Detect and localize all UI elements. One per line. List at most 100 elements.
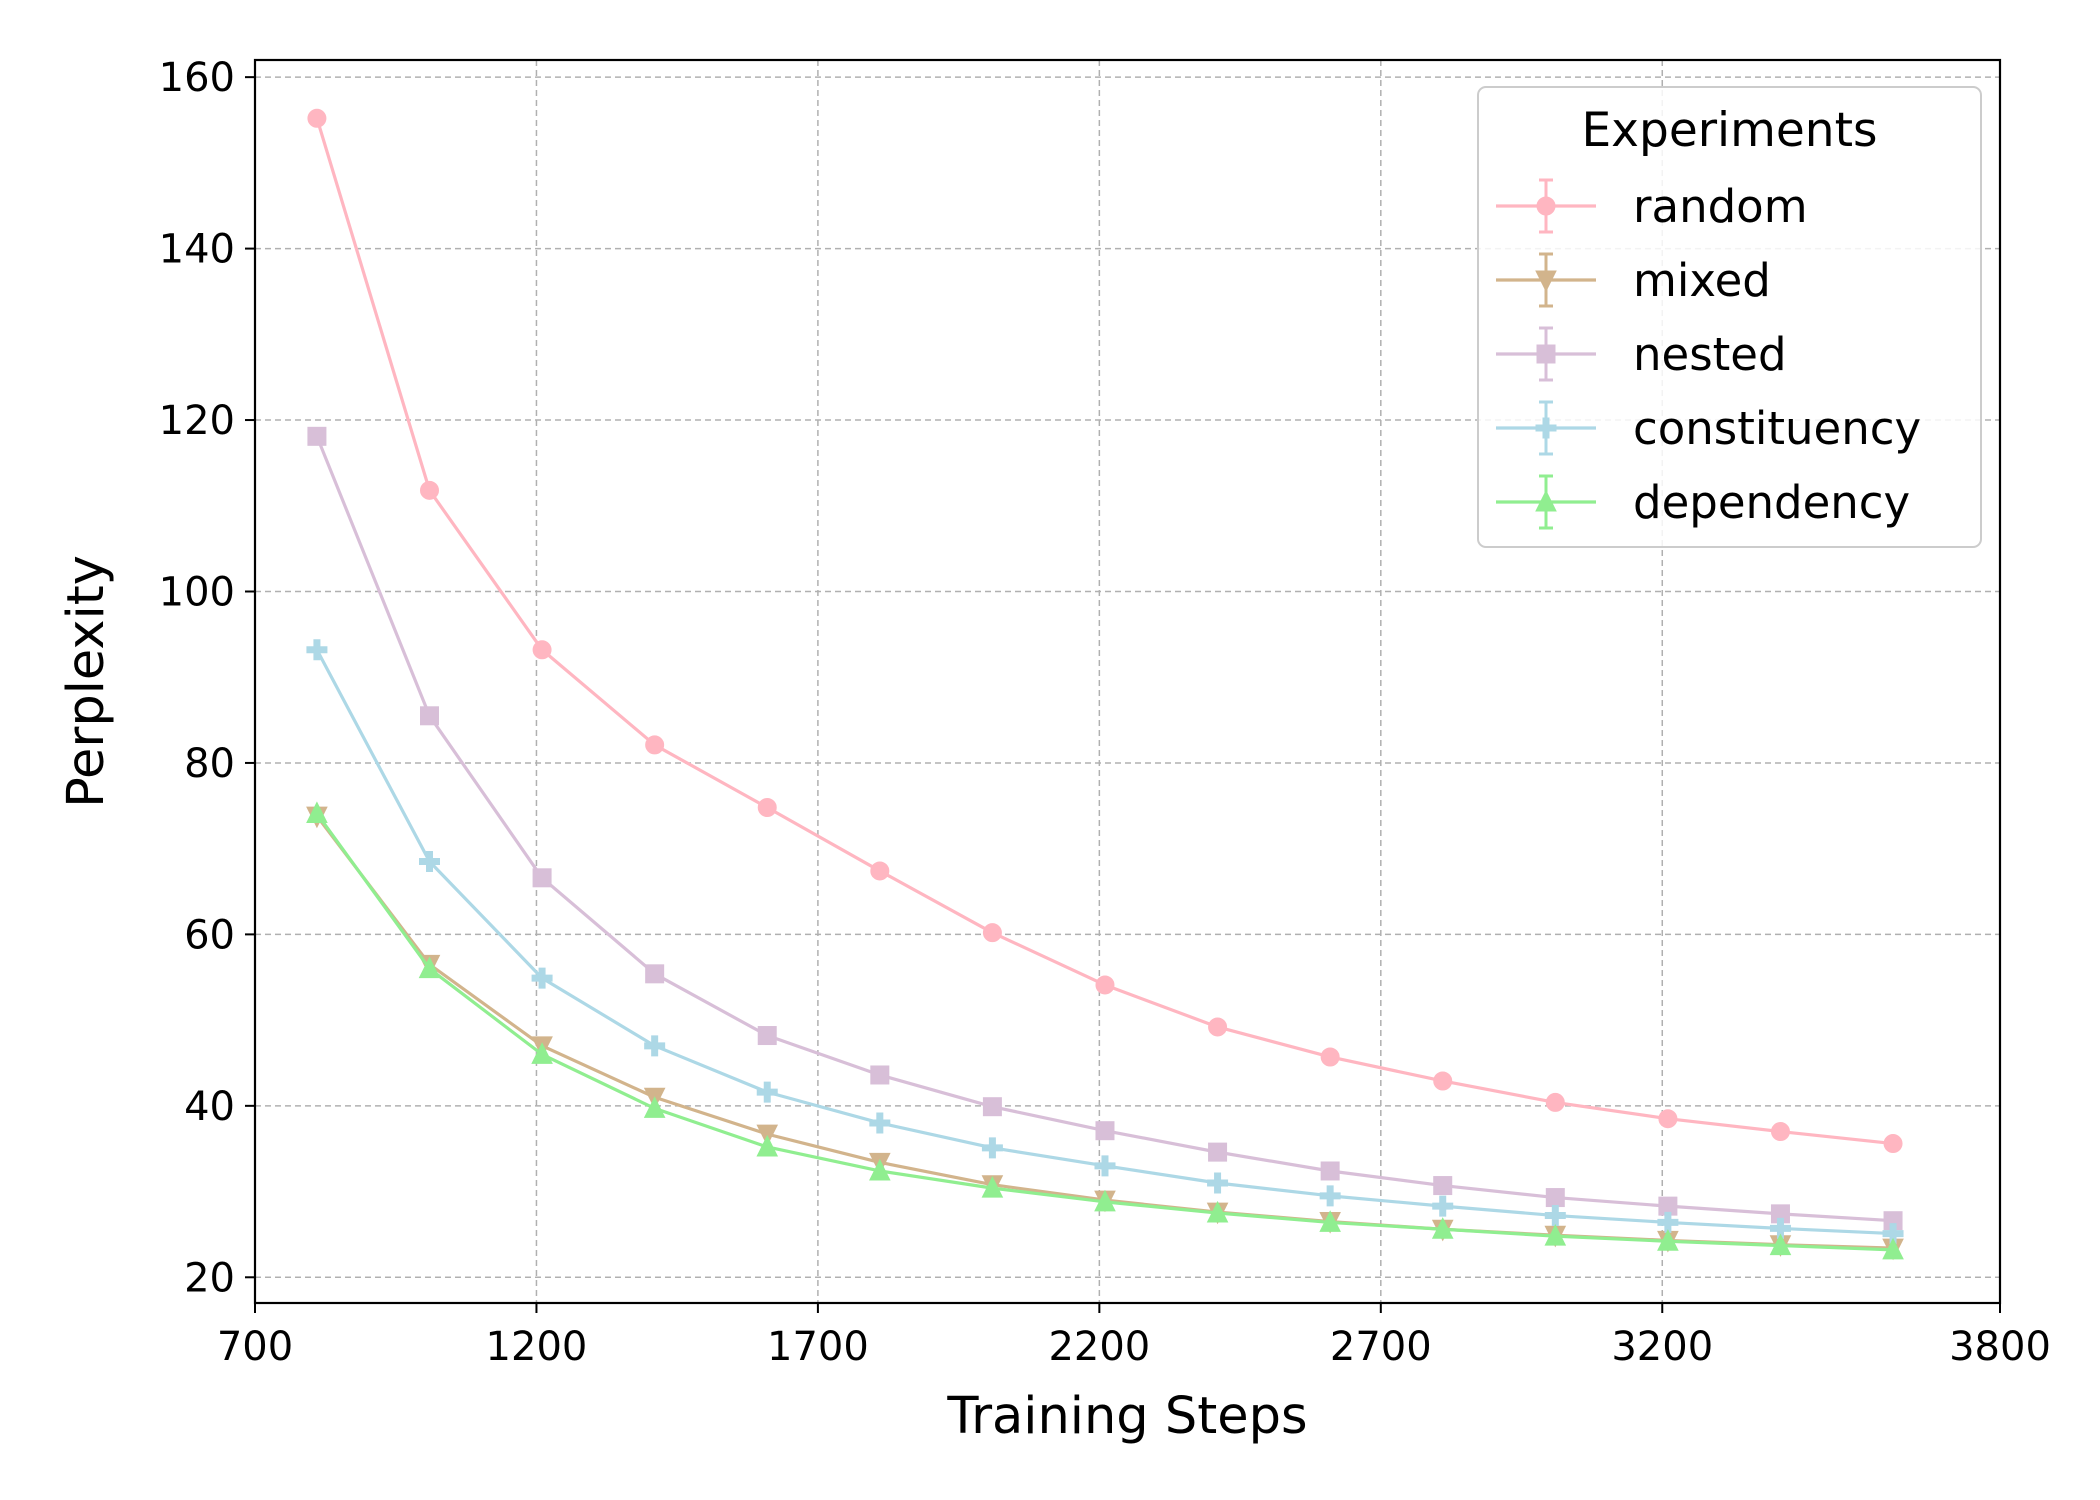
y-tick-label: 60	[184, 912, 235, 958]
random-point	[1433, 1071, 1453, 1091]
legend-label: nested	[1633, 328, 1787, 381]
constituency-point	[756, 1081, 778, 1103]
legend-marker	[1535, 270, 1557, 293]
random-point	[1545, 1092, 1565, 1112]
dependency-point	[1544, 1224, 1567, 1246]
constituency-point	[531, 967, 553, 989]
random-point	[870, 861, 890, 881]
constituency-point	[419, 851, 440, 873]
dependency-point	[1319, 1210, 1341, 1232]
dependency-point	[418, 956, 441, 979]
legend-marker	[1536, 344, 1556, 364]
constituency-point	[1882, 1223, 1904, 1245]
series-nested	[307, 426, 1903, 1231]
x-tick-label: 700	[217, 1324, 293, 1370]
nested-point	[1545, 1188, 1565, 1208]
dependency-point	[869, 1158, 891, 1181]
nested-point	[645, 964, 665, 984]
legend-item-random: random	[1496, 178, 1808, 234]
dependency-point	[1882, 1237, 1904, 1260]
nested-point	[982, 1097, 1002, 1117]
y-axis-label: Perplexity	[57, 555, 116, 808]
nested-point	[420, 706, 439, 726]
dependency-point	[531, 1042, 553, 1064]
dependency-point	[1657, 1229, 1679, 1251]
random-point	[1320, 1047, 1340, 1067]
x-tick-label: 3800	[1949, 1324, 2051, 1370]
legend-marker	[1536, 196, 1556, 216]
nested-point	[1208, 1142, 1228, 1162]
y-tick-label: 140	[159, 227, 235, 273]
dependency-line	[315, 812, 1894, 1252]
legend: Experiments random mixed nested constituenc…	[1477, 86, 1982, 548]
plot-frame	[253, 58, 2002, 1305]
random-point	[757, 798, 777, 818]
series-random	[307, 108, 1903, 1154]
constituency-point	[306, 639, 328, 661]
random-point	[645, 735, 665, 755]
ticks: 700 1200 1700 2200 2700 3200 3800 20 40 60 80 100 12…	[159, 55, 2051, 1370]
dependency-point	[643, 1096, 666, 1118]
x-tick-label: 3200	[1611, 1324, 1713, 1370]
y-tick-label: 80	[184, 741, 235, 787]
random-point	[532, 640, 552, 660]
legend-marker	[1535, 417, 1557, 439]
series-dependency	[306, 801, 1904, 1260]
x-tick-label: 1200	[486, 1324, 588, 1370]
y-tick-label: 160	[159, 55, 235, 101]
constituency-point	[1769, 1217, 1791, 1239]
dependency-point	[1206, 1200, 1229, 1223]
dependency-point	[1431, 1217, 1454, 1239]
nested-point	[307, 426, 327, 446]
x-tick-label: 2700	[1330, 1324, 1432, 1370]
legend-label: mixed	[1633, 254, 1771, 307]
x-tick-label: 2200	[1048, 1324, 1150, 1370]
random-point	[420, 480, 439, 500]
legend-label: dependency	[1633, 476, 1910, 529]
legend-item-constituency: constituency	[1496, 400, 1921, 456]
series-lines	[306, 108, 1904, 1261]
constituency-point	[644, 1035, 666, 1057]
nested-line	[315, 435, 1894, 1223]
legend-item-dependency: dependency	[1496, 474, 1910, 530]
constituency-point	[1319, 1185, 1341, 1207]
nested-point	[1433, 1176, 1453, 1196]
legend-box	[1477, 86, 1982, 548]
dependency-point	[756, 1134, 779, 1157]
constituency-point	[869, 1112, 891, 1134]
constituency-point	[1544, 1205, 1566, 1227]
random-point	[1095, 975, 1115, 995]
legend-item-mixed: mixed	[1496, 252, 1771, 308]
random-point	[1208, 1017, 1228, 1037]
dependency-point	[1769, 1233, 1792, 1256]
y-tick-label: 120	[159, 398, 235, 444]
y-tick-label: 20	[184, 1255, 235, 1301]
constituency-point	[1094, 1155, 1116, 1177]
legend-title: Experiments	[1581, 103, 1877, 158]
constituency-point	[1657, 1211, 1679, 1233]
constituency-point	[1432, 1195, 1454, 1217]
random-point	[982, 923, 1002, 943]
legend-marker	[1535, 489, 1557, 512]
constituency-point	[981, 1137, 1003, 1159]
random-point	[1658, 1109, 1678, 1129]
y-tick-label: 100	[159, 569, 235, 615]
nested-point	[1320, 1161, 1340, 1181]
dependency-point	[981, 1176, 1004, 1198]
mixed-line	[315, 815, 1894, 1250]
nested-point	[1095, 1121, 1115, 1141]
legend-label: random	[1633, 180, 1808, 233]
series-constituency	[306, 639, 1904, 1245]
legend-label: constituency	[1633, 402, 1921, 455]
legend-items: random mixed nested constituency dependency	[1496, 178, 1921, 530]
nested-point	[757, 1026, 777, 1046]
nested-point	[532, 868, 552, 888]
constituency-line	[315, 649, 1894, 1236]
dependency-point	[1094, 1189, 1116, 1212]
x-tick-label: 1700	[767, 1324, 869, 1370]
random-point	[307, 108, 327, 128]
legend-item-nested: nested	[1496, 326, 1787, 382]
random-point	[1883, 1134, 1903, 1154]
